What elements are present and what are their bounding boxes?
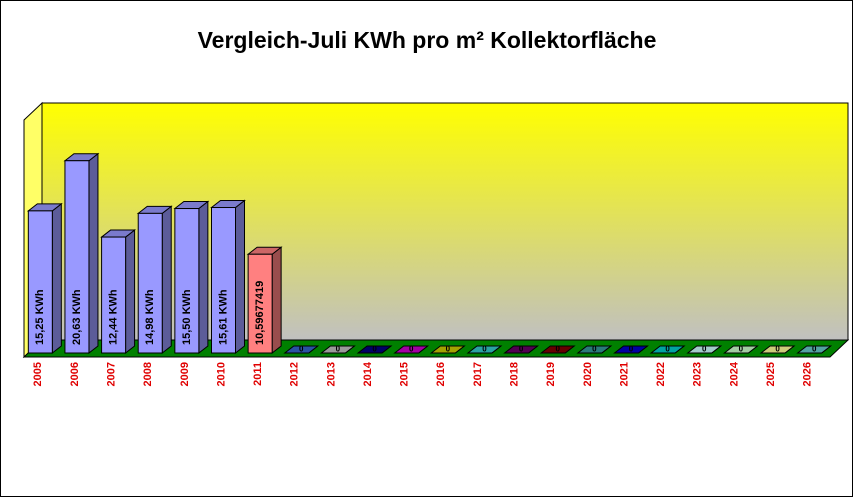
- x-tick-label: 2026: [802, 362, 814, 386]
- bar: [247, 253, 273, 354]
- x-tick-label: 2021: [618, 362, 630, 386]
- bar-top: [576, 345, 613, 354]
- bar: [64, 160, 90, 354]
- value-label: 0: [299, 345, 304, 354]
- chart-title: Vergleich-Juli KWh pro m² Kollektorfläch…: [198, 27, 657, 53]
- x-tick-label: 2008: [142, 362, 154, 386]
- x-tick-label: 2006: [69, 362, 81, 386]
- bar-top: [722, 345, 759, 354]
- x-tick-label: 2025: [765, 362, 777, 386]
- x-tick-label: 2014: [362, 361, 374, 386]
- value-label: 0: [739, 345, 744, 354]
- bar-top: [429, 345, 466, 354]
- bar-top: [283, 345, 320, 354]
- value-label: 20,63 KWh: [71, 289, 83, 345]
- bar-top: [466, 345, 503, 354]
- bar-top: [649, 345, 686, 354]
- x-tick-label: 2022: [655, 362, 667, 386]
- bar: [137, 212, 163, 354]
- x-tick-label: 2007: [105, 362, 117, 386]
- bar-side: [198, 200, 209, 355]
- value-label: 10,59677419: [254, 281, 266, 345]
- x-tick-label: 2016: [435, 362, 447, 386]
- bar-top: [613, 345, 649, 354]
- value-label: 15,61 KWh: [217, 289, 229, 345]
- x-tick-label: 2013: [325, 362, 337, 386]
- bar-top: [356, 345, 393, 354]
- bar-side: [161, 205, 172, 355]
- bar-side: [51, 202, 62, 355]
- bar: [101, 236, 127, 354]
- value-label: 0: [519, 345, 524, 354]
- value-label: 0: [775, 345, 780, 354]
- bar-side: [125, 229, 136, 355]
- x-tick-label: 2020: [582, 362, 594, 386]
- x-tick-label: 2017: [472, 362, 484, 386]
- x-tick-label: 2019: [545, 362, 557, 386]
- x-tick-label: 2010: [215, 362, 227, 386]
- bar-top: [796, 345, 833, 354]
- x-tick-label: 2024: [728, 361, 740, 386]
- bar: [174, 208, 200, 354]
- value-label: 0: [702, 345, 707, 354]
- bar-top: [759, 345, 796, 354]
- bar-top: [393, 345, 430, 354]
- x-tick-label: 2023: [692, 362, 704, 386]
- value-label: 14,98 KWh: [144, 289, 156, 345]
- bar-side: [271, 246, 282, 355]
- value-label: 0: [665, 345, 670, 354]
- bar-side: [88, 152, 99, 355]
- x-tick-label: 2011: [252, 362, 264, 386]
- value-label: 0: [482, 345, 487, 354]
- bar-top: [539, 345, 576, 354]
- value-label: 15,50 KWh: [181, 289, 193, 345]
- value-label: 0: [629, 345, 634, 354]
- bar-side: [235, 199, 245, 355]
- x-tick-label: 2015: [399, 362, 411, 386]
- bar-top: [686, 345, 723, 354]
- x-tick-label: 2018: [508, 362, 520, 386]
- value-label: 0: [556, 345, 561, 354]
- x-tick-label: 2009: [179, 362, 191, 386]
- value-label: 12,44 KWh: [107, 289, 119, 345]
- value-label: 15,25 KWh: [34, 289, 46, 345]
- value-label: 0: [409, 345, 414, 354]
- x-tick-label: 2012: [289, 362, 301, 386]
- value-label: 0: [372, 345, 377, 354]
- bar-top: [503, 345, 540, 354]
- value-label: 0: [592, 345, 597, 354]
- value-label: 0: [446, 345, 451, 354]
- value-label: 0: [812, 345, 817, 354]
- bar-top: [319, 345, 356, 354]
- bar: [211, 207, 236, 354]
- value-label: 0: [336, 345, 341, 354]
- x-tick-label: 2005: [32, 362, 44, 386]
- bar: [27, 210, 53, 354]
